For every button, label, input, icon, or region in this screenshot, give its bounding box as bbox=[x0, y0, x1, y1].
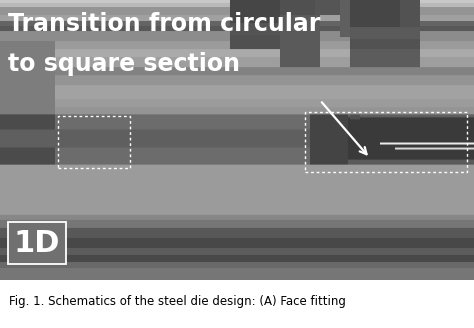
Text: 1D: 1D bbox=[14, 229, 60, 258]
Bar bbox=[8, 222, 66, 264]
Bar bbox=[305, 112, 467, 172]
Text: to square section: to square section bbox=[8, 52, 240, 76]
Text: Fig. 1. Schematics of the steel die design: (A) Face fitting: Fig. 1. Schematics of the steel die desi… bbox=[9, 295, 346, 308]
Text: Transition from circular: Transition from circular bbox=[8, 12, 320, 36]
Bar bbox=[58, 116, 130, 168]
